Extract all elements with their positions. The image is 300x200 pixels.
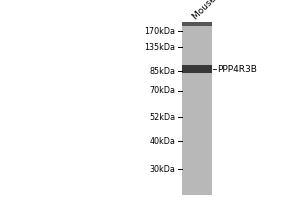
Bar: [182, 22, 212, 26]
Text: 135kDa: 135kDa: [145, 43, 176, 51]
Text: 30kDa: 30kDa: [150, 164, 175, 173]
Text: 170kDa: 170kDa: [145, 26, 176, 36]
Text: PPP4R3B: PPP4R3B: [218, 64, 257, 73]
Text: 40kDa: 40kDa: [150, 136, 175, 146]
Bar: [182, 65, 212, 73]
Text: 70kDa: 70kDa: [149, 86, 176, 95]
Bar: [182, 23, 212, 195]
Text: 52kDa: 52kDa: [149, 112, 176, 121]
Text: Mouse testis: Mouse testis: [191, 0, 238, 21]
Text: 85kDa: 85kDa: [149, 66, 176, 75]
